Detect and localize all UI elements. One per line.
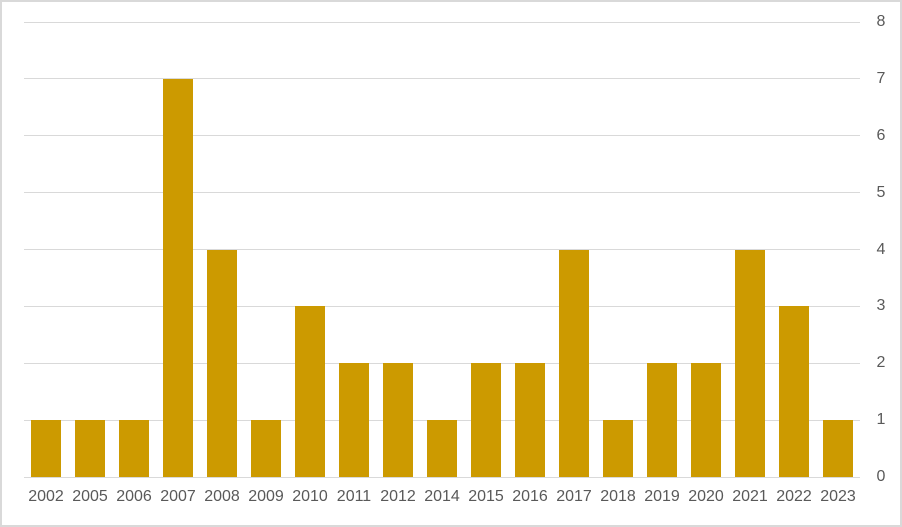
x-tick-label: 2008	[204, 488, 240, 505]
x-tick-label: 2014	[424, 488, 460, 505]
bar-2002	[31, 420, 61, 477]
bar-2009	[251, 420, 281, 477]
bar-2020	[691, 363, 721, 477]
plot-area	[24, 21, 860, 478]
x-tick-label: 2012	[380, 488, 416, 505]
y-tick-label: 1	[876, 411, 886, 429]
bar-2023	[823, 420, 853, 477]
bar-2006	[119, 420, 149, 477]
x-tick-label: 2017	[556, 488, 592, 505]
y-tick-label: 4	[876, 240, 886, 258]
x-tick-label: 2018	[600, 488, 636, 505]
x-tick-label: 2023	[820, 488, 856, 505]
bar-2010	[295, 306, 325, 477]
x-tick-label: 2015	[468, 488, 504, 505]
bar-2005	[75, 420, 105, 477]
x-tick-label: 2010	[292, 488, 328, 505]
bar-2016	[515, 363, 545, 477]
x-tick-label: 2011	[336, 488, 372, 505]
y-tick-label: 0	[876, 468, 886, 485]
gridline	[24, 249, 860, 250]
y-tick-label: 7	[876, 69, 886, 87]
bar-2008	[207, 249, 237, 477]
x-axis-labels: 2002 2005 2006 2007 2008 2009 2010 2011 2012 2014…	[24, 486, 860, 508]
bar-2007	[163, 78, 193, 477]
gridline	[24, 135, 860, 137]
x-tick-label: 2022	[776, 488, 812, 505]
gridline	[24, 476, 860, 478]
y-tick-label: 5	[876, 183, 886, 201]
x-tick-label: 2002	[28, 488, 64, 505]
x-tick-label: 2019	[644, 488, 680, 505]
x-tick-label: 2021	[732, 488, 768, 505]
bar-2018	[603, 420, 633, 477]
y-tick-label: 2	[876, 354, 886, 372]
bar-2012	[383, 363, 413, 477]
gridline	[24, 192, 860, 194]
bar-2021	[735, 249, 765, 477]
bar-2014	[427, 420, 457, 477]
bar-2019	[647, 363, 677, 477]
gridline	[24, 21, 860, 23]
x-tick-label: 2009	[248, 488, 284, 505]
bar-2015	[471, 363, 501, 477]
x-tick-label: 2007	[160, 488, 196, 505]
y-tick-label: 6	[876, 126, 886, 144]
gridline	[24, 305, 860, 307]
bar-2022	[779, 306, 809, 477]
bar-2011	[339, 363, 369, 477]
x-tick-label: 2005	[72, 488, 108, 505]
y-tick-label: 8	[876, 13, 886, 30]
x-tick-label: 2006	[116, 488, 152, 505]
gridline	[24, 78, 860, 80]
gridline	[24, 362, 860, 364]
x-tick-label: 2016	[512, 488, 548, 505]
y-tick-label: 3	[876, 297, 886, 315]
x-tick-label: 2020	[688, 488, 724, 505]
bar-2017	[559, 249, 589, 477]
